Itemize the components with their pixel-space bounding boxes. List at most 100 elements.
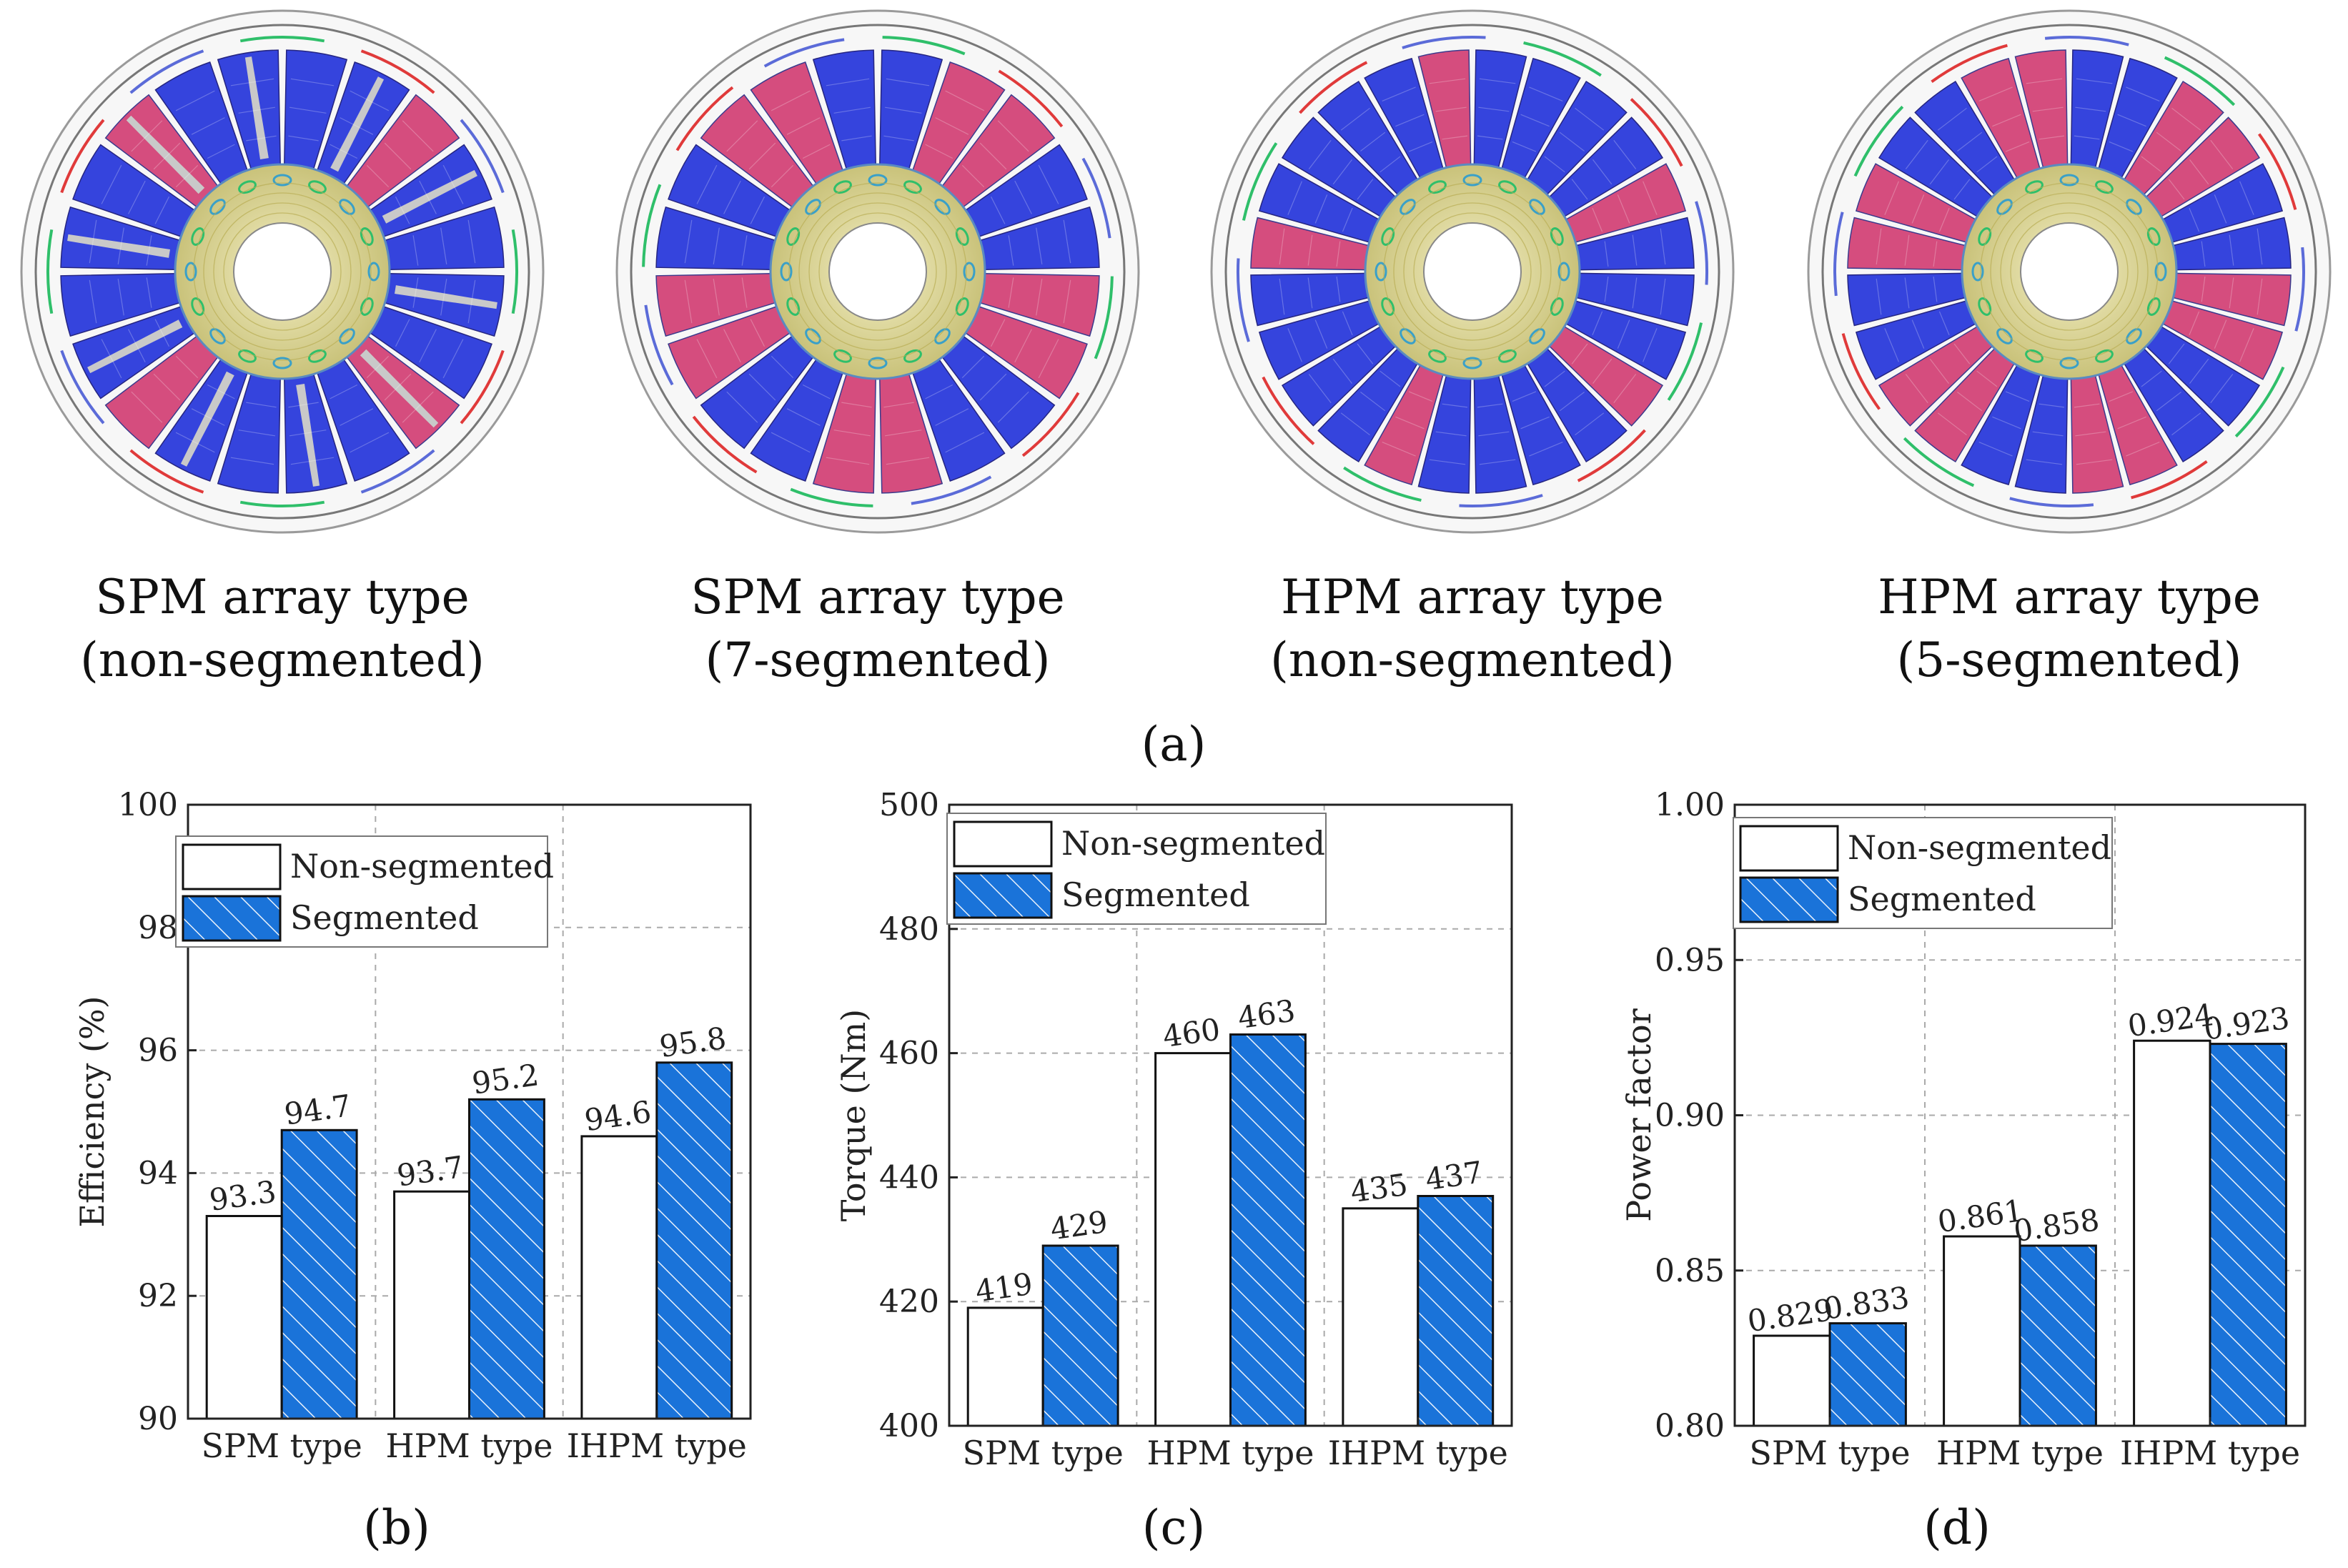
flux-line: [771, 355, 794, 379]
flux-line: [1314, 319, 1328, 349]
torque-chart: 419 460 435 429 463 437 400 420 440 460 480 500 SPM …: [834, 787, 1513, 1472]
panel-label-d: (d): [1923, 1500, 1991, 1555]
flux-line: [1592, 311, 1603, 336]
rotor-magnet: [2126, 328, 2142, 344]
flux-line: [883, 402, 914, 408]
rotor-magnet: [360, 297, 374, 316]
flux-line: [1929, 358, 1949, 384]
flux-line: [979, 142, 1007, 170]
slot-gap: [296, 384, 320, 487]
rotor-magnet: [2059, 174, 2079, 187]
core-flux-ring: [1383, 182, 1562, 361]
caption-motor-1-line2: (non-segmented): [80, 632, 485, 688]
flux-line: [786, 117, 821, 135]
flux-line: [2229, 234, 2234, 266]
flux-line: [1063, 219, 1071, 264]
bar-segmented-hpm-type: [2018, 1244, 2097, 1427]
flux-line: [289, 106, 327, 114]
power-factor-chart: 0.8290.8610.9240.8330.8580.9230.800.850.…: [1620, 787, 2307, 1472]
flux-line: [2074, 135, 2100, 140]
flux-line: [2117, 416, 2146, 430]
data-label: 94.7: [282, 1088, 353, 1132]
flux-line: [1014, 329, 1032, 363]
flux-line: [89, 219, 97, 264]
flux-line: [2005, 391, 2030, 402]
flux-line: [925, 144, 953, 159]
flux-line: [146, 235, 152, 266]
data-label: 0.923: [2201, 1001, 2292, 1047]
y-tick-label: 92: [138, 1278, 178, 1314]
flux-line: [935, 408, 969, 426]
flux-line: [723, 180, 741, 214]
caption-motor-4-line2: (5-segmented): [1897, 632, 2242, 688]
flux-line: [1336, 241, 1341, 267]
end-winding: [239, 36, 325, 43]
flux-line: [175, 432, 215, 453]
end-winding: [1931, 44, 2008, 84]
flux-line: [191, 408, 225, 426]
rotor-magnet: [209, 328, 226, 344]
rotor-magnet: [1381, 227, 1395, 246]
flux-line: [1379, 156, 1401, 173]
flux-line: [1559, 392, 1585, 412]
shaft-bore: [233, 222, 332, 321]
bar-non-segmented-hpm-type: [1154, 1052, 1232, 1427]
rotor-magnet: [209, 199, 226, 215]
flux-line: [885, 106, 922, 114]
flux-line: [841, 135, 872, 142]
flux-line: [1938, 207, 1950, 232]
flux-line: [684, 279, 693, 324]
flux-line: [1529, 86, 1563, 101]
flux-line: [402, 120, 434, 152]
data-label: 93.3: [207, 1173, 278, 1218]
end-winding: [1459, 494, 1543, 507]
flux-line: [1613, 374, 1637, 404]
rotor-magnet: [272, 357, 292, 369]
y-tick-label: 0.80: [1655, 1408, 1725, 1444]
rotor-magnet: [786, 297, 801, 316]
flux-line: [1014, 180, 1032, 214]
flux-line: [412, 235, 419, 266]
flux-line: [961, 164, 985, 188]
flux-line: [238, 430, 275, 437]
y-tick-label: 98: [138, 910, 178, 946]
flux-line: [340, 408, 374, 426]
flux-line: [350, 432, 390, 453]
flux-line: [1613, 139, 1637, 169]
rotor-magnet: [238, 349, 257, 363]
legend-swatch-segmented: [1739, 876, 1839, 923]
flux-line: [117, 279, 124, 316]
end-winding: [1833, 212, 1844, 297]
rotor-magnet: [1400, 199, 1416, 215]
flux-line: [1308, 139, 1332, 169]
flux-line: [883, 135, 914, 142]
legend-swatch-non-segmented: [182, 843, 282, 890]
end-winding: [1523, 41, 1602, 77]
flux-line: [2189, 311, 2200, 336]
flux-line: [1911, 194, 1925, 224]
y-tick-label: 400: [879, 1408, 939, 1444]
flux-line: [1937, 107, 1967, 131]
flux-line: [330, 144, 358, 159]
bar-non-segmented-ihpm-type: [1342, 1207, 1420, 1427]
flux-line: [2039, 135, 2065, 140]
flux-line: [1287, 328, 1302, 362]
end-winding: [692, 415, 758, 474]
flux-line: [696, 339, 718, 379]
flux-line: [384, 142, 412, 170]
flux-line: [1307, 234, 1313, 266]
rotor-magnet: [1428, 180, 1447, 194]
shaft-bore: [2020, 222, 2119, 321]
flux-line: [1478, 431, 1510, 437]
flux-line: [153, 373, 181, 401]
rotor-magnet: [805, 199, 821, 215]
rotor-magnet: [1550, 227, 1564, 246]
flux-line: [395, 196, 410, 224]
panel-label-a: (a): [1141, 717, 1207, 772]
rotor-magnet: [2154, 262, 2167, 282]
flux-line: [1953, 179, 1971, 200]
rotor-magnet: [238, 180, 257, 194]
flux-line: [1435, 431, 1467, 437]
core-flux-ring: [1403, 202, 1542, 341]
flux-line: [1357, 179, 1374, 200]
